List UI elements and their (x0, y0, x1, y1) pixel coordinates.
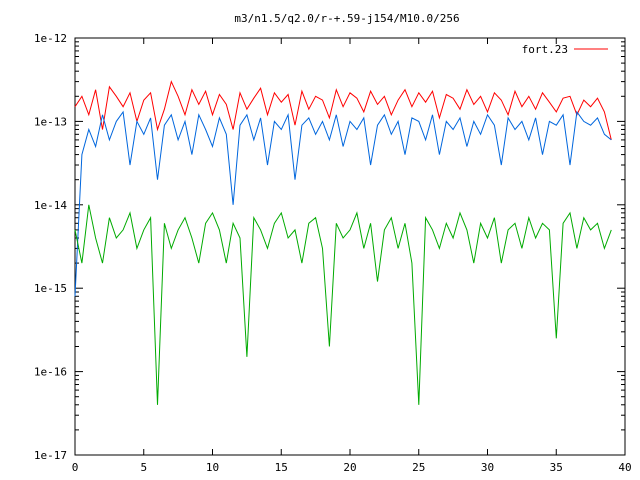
x-tick-label: 20 (343, 461, 356, 474)
chart-title: m3/n1.5/q2.0/r-+.59-j154/M10.0/256 (234, 12, 459, 25)
y-tick-label: 1e-14 (34, 199, 67, 212)
y-tick-label: 1e-13 (34, 115, 67, 128)
legend: fort.23 (522, 43, 608, 56)
series-line (74, 204, 612, 405)
legend-label: fort.23 (522, 43, 568, 56)
series-layer (74, 80, 612, 405)
x-tick-label: 25 (412, 461, 425, 474)
y-tick-label: 1e-17 (34, 449, 67, 462)
x-tick-label: 35 (550, 461, 563, 474)
y-tick-label: 1e-16 (34, 366, 67, 379)
series-line (74, 80, 612, 141)
x-tick-label: 15 (275, 461, 288, 474)
x-tick-label: 5 (140, 461, 147, 474)
x-tick-label: 30 (481, 461, 494, 474)
series-line (74, 110, 612, 297)
y-tick-label: 1e-12 (34, 32, 67, 45)
axis-ticks: 0 5 10 15 20 25 30 35 40 1e-17 1e-16 1e-15 1e-14 1e-1… (34, 32, 632, 474)
x-tick-label: 10 (206, 461, 219, 474)
x-tick-label: 40 (618, 461, 631, 474)
y-tick-label: 1e-15 (34, 282, 67, 295)
x-tick-label: 0 (72, 461, 79, 474)
